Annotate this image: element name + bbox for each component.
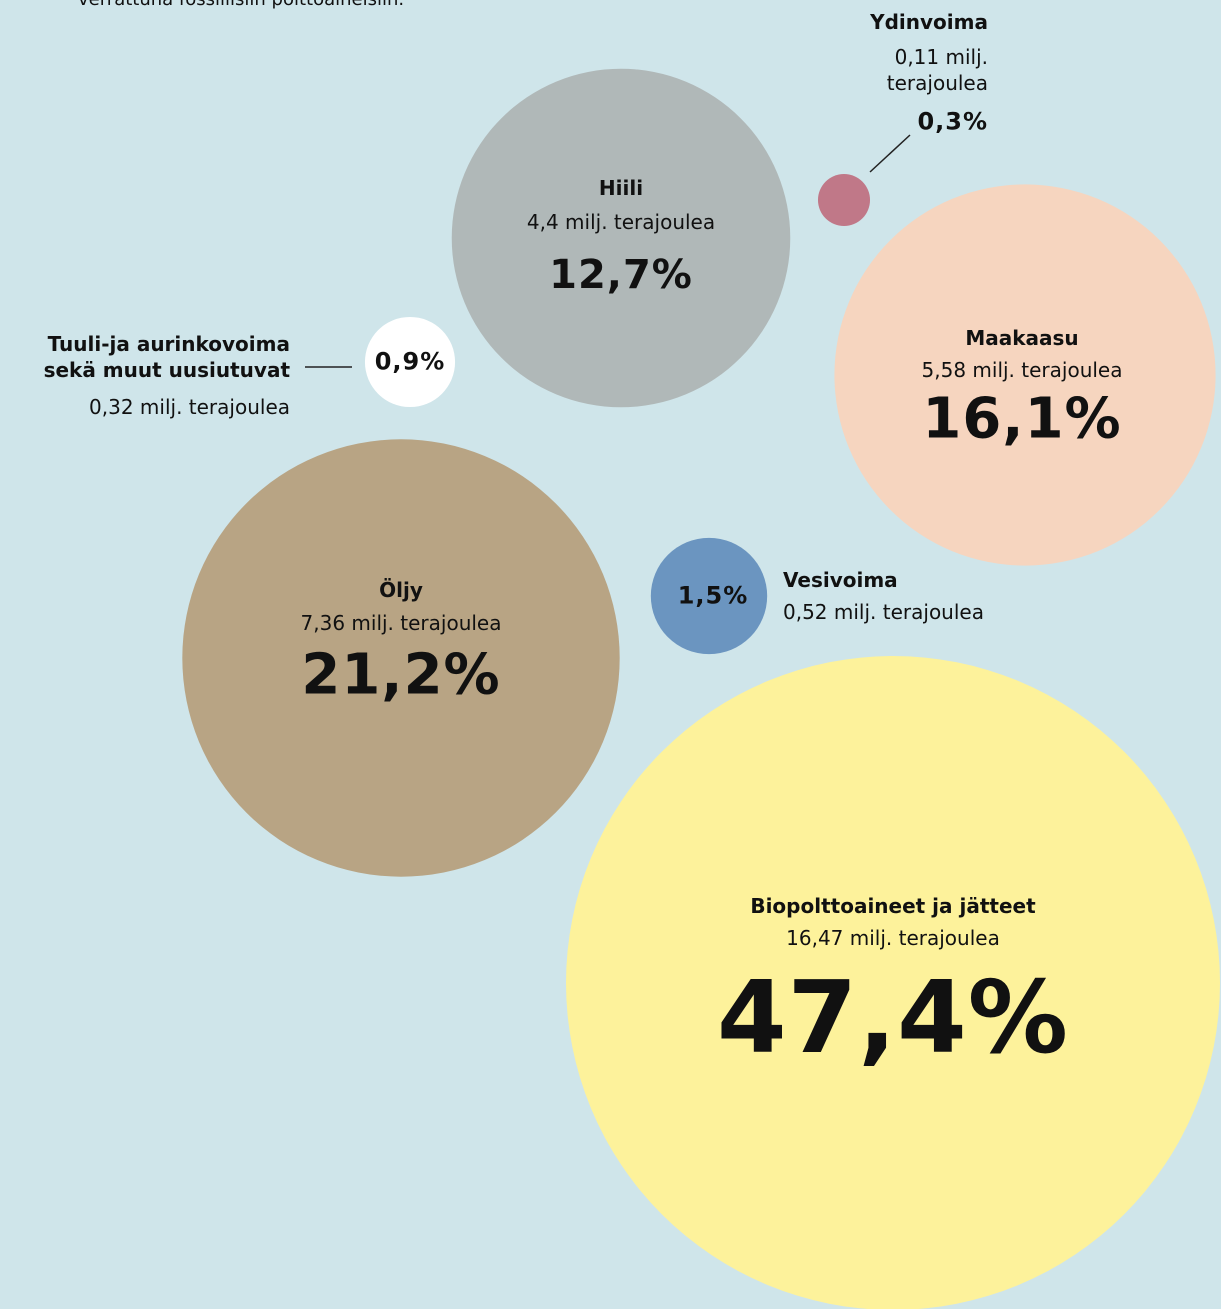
category-label: Maakaasu (965, 326, 1079, 350)
amount-label: 7,36 milj. terajoulea (300, 611, 502, 635)
amount-label: 0,11 milj. terajoulea (886, 45, 988, 95)
category-label: Vesivoima (783, 568, 898, 592)
bubble (566, 656, 1220, 1309)
category-label: Biopolttoaineet ja jätteet (750, 894, 1036, 918)
bubble (182, 439, 620, 877)
value-label: 1,5% (677, 581, 749, 610)
bubble (364, 316, 456, 408)
category-label: Hiili (598, 176, 644, 200)
note: verrattuna fossiilisiin polttoaineisiin. (78, 0, 404, 11)
value-label: 0,3% (917, 107, 988, 136)
bubble (817, 173, 871, 227)
value-label: 12,7% (549, 252, 693, 298)
value-label: 0,9% (374, 347, 446, 376)
category-label: Ydinvoima (870, 10, 988, 34)
amount-label: 16,47 milj. terajoulea (786, 926, 1000, 950)
amount-label: 0,32 milj. terajoulea (89, 395, 290, 419)
value-label: 21,2% (301, 642, 501, 708)
category-label: Öljy (379, 578, 423, 602)
bubble (650, 537, 768, 655)
bubble (834, 184, 1216, 566)
amount-label: 0,52 milj. terajoulea (783, 600, 984, 624)
amount-label: 4,4 milj. terajoulea (526, 210, 716, 234)
leader-line (869, 134, 911, 173)
category-label: Tuuli-ja aurinkovoima sekä muut uusiutuv… (43, 332, 290, 382)
value-label: 16,1% (922, 386, 1122, 452)
amount-label: 5,58 milj. terajoulea (921, 358, 1123, 382)
value-label: 47,4% (717, 959, 1069, 1076)
bubble (451, 68, 791, 408)
